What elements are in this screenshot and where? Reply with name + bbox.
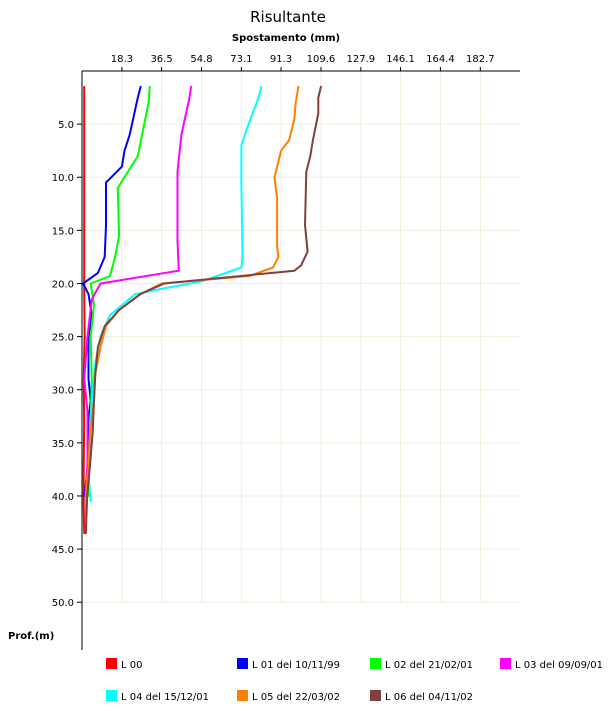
chart-title: Risultante bbox=[250, 8, 326, 26]
y-tick-label: 35.0 bbox=[52, 439, 74, 450]
x-tick-label: 182.7 bbox=[466, 54, 495, 65]
x-tick-label: 146.1 bbox=[386, 54, 415, 65]
legend-label: L 00 bbox=[121, 660, 142, 671]
y-axis-label: Prof.(m) bbox=[8, 631, 54, 642]
series-line-3 bbox=[83, 85, 192, 497]
x-tick-label: 54.8 bbox=[190, 54, 212, 65]
legend-swatch bbox=[237, 658, 248, 669]
y-tick-label: 25.0 bbox=[52, 333, 74, 344]
y-tick-label: 30.0 bbox=[52, 386, 74, 397]
legend-swatch bbox=[370, 690, 381, 701]
legend-swatch bbox=[237, 690, 248, 701]
legend-label: L 01 del 10/11/99 bbox=[252, 660, 340, 671]
legend-swatch bbox=[500, 658, 511, 669]
y-axis-ticks: 5.0 10.0 15.0 20.0 25.0 30.0 35.0 40.0 45.0 50.0 bbox=[52, 120, 74, 609]
x-tick-label: 164.4 bbox=[426, 54, 455, 65]
x-tick-label: 109.6 bbox=[307, 54, 336, 65]
legend-swatch bbox=[106, 690, 117, 701]
legend-label: L 03 del 09/09/01 bbox=[515, 660, 603, 671]
series-lines bbox=[82, 85, 322, 535]
x-tick-label: 36.5 bbox=[150, 54, 172, 65]
legend-label: L 05 del 22/03/02 bbox=[252, 692, 340, 703]
legend-swatch bbox=[370, 658, 381, 669]
legend-label: L 04 del 15/12/01 bbox=[121, 692, 209, 703]
y-tick-label: 50.0 bbox=[52, 598, 74, 609]
series-line-0 bbox=[82, 85, 86, 535]
x-tick-label: 73.1 bbox=[230, 54, 252, 65]
legend-label: L 06 del 04/11/02 bbox=[385, 692, 473, 703]
y-tick-label: 40.0 bbox=[52, 492, 74, 503]
series-line-6 bbox=[84, 85, 322, 535]
y-tick-label: 20.0 bbox=[52, 279, 74, 290]
x-tick-label: 18.3 bbox=[111, 54, 133, 65]
series-line-2 bbox=[87, 85, 151, 497]
legend-label: L 02 del 21/02/01 bbox=[385, 660, 473, 671]
y-tick-label: 15.0 bbox=[52, 226, 74, 237]
grid-lines bbox=[82, 71, 520, 603]
x-tick-label: 127.9 bbox=[347, 54, 376, 65]
axes bbox=[77, 67, 520, 650]
x-axis-ticks: 18.3 36.5 54.8 73.1 91.3 109.6 127.9 146.1 164.4… bbox=[111, 54, 495, 65]
y-tick-label: 10.0 bbox=[52, 173, 74, 184]
series-line-4 bbox=[87, 85, 263, 503]
legend-swatch bbox=[106, 658, 117, 669]
legend: L 00 L 01 del 10/11/99 L 02 del 21/02/01 L … bbox=[106, 658, 603, 703]
x-axis-label: Spostamento (mm) bbox=[232, 33, 340, 44]
y-tick-label: 5.0 bbox=[58, 120, 74, 131]
y-tick-label: 45.0 bbox=[52, 545, 74, 556]
x-tick-label: 91.3 bbox=[270, 54, 292, 65]
